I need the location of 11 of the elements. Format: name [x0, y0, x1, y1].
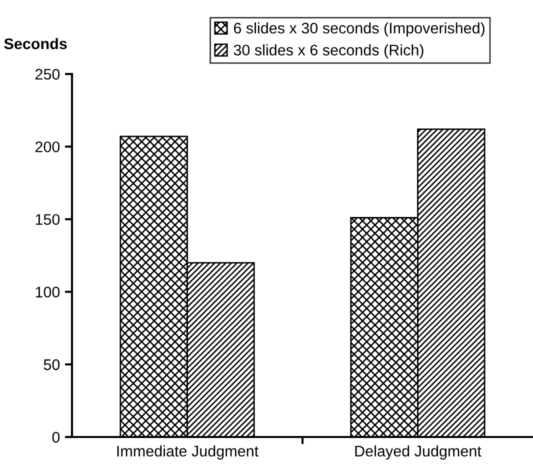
- y-tick-label: 50: [44, 359, 60, 370]
- y-tick-label: 0: [52, 432, 60, 443]
- x-tick-label: Delayed Judgment: [355, 445, 482, 460]
- legend-label: 6 slides x 30 seconds (Impoverished): [234, 22, 484, 37]
- y-axis-title: Seconds: [4, 38, 67, 50]
- y-tick-label: 200: [35, 141, 60, 152]
- y-tick-label: 250: [35, 68, 60, 80]
- y-tick-label: 150: [36, 214, 60, 225]
- legend-label: 30 slides x 6 seconds (Rich): [234, 44, 424, 59]
- y-tick-label: 100: [36, 286, 60, 298]
- x-tick-label: Immediate Judgment: [117, 445, 258, 460]
